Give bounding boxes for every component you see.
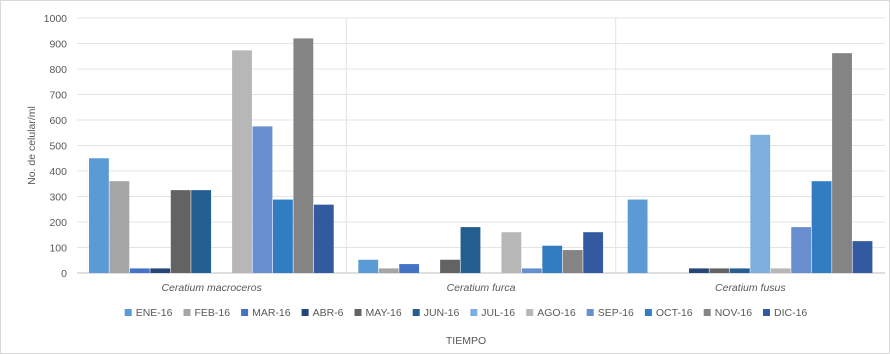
legend-swatch bbox=[586, 309, 594, 316]
legend-label: NOV-16 bbox=[715, 307, 753, 319]
y-tick-label: 300 bbox=[49, 192, 67, 204]
y-tick-label: 800 bbox=[49, 64, 67, 76]
bar bbox=[89, 158, 109, 273]
bar bbox=[460, 227, 481, 273]
legend-label: DIC-16 bbox=[774, 307, 807, 319]
gridlines bbox=[77, 17, 885, 274]
y-tick-label: 0 bbox=[61, 268, 67, 280]
bar bbox=[252, 126, 273, 274]
legend-swatch bbox=[183, 309, 191, 316]
bar bbox=[358, 259, 379, 273]
bar bbox=[378, 268, 399, 273]
bar bbox=[542, 245, 563, 273]
bar bbox=[150, 268, 171, 273]
bar bbox=[399, 264, 420, 273]
category-label: Ceratium furca bbox=[447, 282, 516, 294]
bar bbox=[232, 50, 252, 273]
legend-swatch bbox=[470, 309, 478, 316]
bar bbox=[109, 181, 130, 273]
y-tick-label: 200 bbox=[49, 217, 67, 229]
bar bbox=[627, 199, 648, 273]
legend-label: AGO-16 bbox=[537, 307, 576, 319]
bar bbox=[689, 268, 709, 273]
bar bbox=[501, 232, 522, 273]
bar bbox=[440, 259, 460, 273]
bar bbox=[729, 268, 750, 273]
legend-label: MAY-16 bbox=[366, 307, 402, 319]
legend-swatch bbox=[124, 309, 132, 316]
bar bbox=[583, 232, 604, 273]
legend-label: MAR-16 bbox=[252, 307, 291, 319]
bar bbox=[273, 199, 293, 273]
y-tick-label: 100 bbox=[49, 243, 67, 255]
legend-swatch bbox=[763, 309, 770, 316]
bar bbox=[791, 227, 812, 273]
bar bbox=[562, 250, 583, 273]
bar bbox=[811, 181, 832, 273]
bar bbox=[521, 268, 542, 273]
bar bbox=[852, 241, 873, 274]
legend-swatch bbox=[644, 309, 652, 316]
bar bbox=[832, 53, 852, 273]
y-tick-label: 600 bbox=[49, 115, 67, 127]
bar bbox=[170, 190, 191, 274]
y-tick-label: 1000 bbox=[44, 13, 68, 25]
y-tick-labels: 0 100 200 300 400 500 600 700 800 900 1000 bbox=[44, 13, 68, 280]
y-axis-title: No. de celular/ml bbox=[26, 106, 38, 185]
bar bbox=[750, 134, 771, 273]
legend-swatch bbox=[703, 309, 711, 316]
category-label: Ceratium fusus bbox=[715, 282, 786, 294]
category-label: Ceratium macroceros bbox=[161, 282, 262, 294]
y-tick-label: 500 bbox=[49, 141, 67, 153]
legend-label: JUL-16 bbox=[481, 307, 515, 319]
bars bbox=[89, 38, 873, 274]
legend-label: ENE-16 bbox=[136, 307, 173, 319]
y-tick-label: 400 bbox=[49, 166, 67, 178]
legend-swatch bbox=[241, 309, 249, 316]
legend: ENE-16 FEB-16 MAR-16 ABR-6 MAY-16 JUN-16 JUL-1… bbox=[124, 307, 807, 319]
bar bbox=[293, 38, 314, 274]
bar bbox=[191, 190, 212, 274]
legend-label: ABR-6 bbox=[313, 307, 344, 319]
x-axis-title: TIEMPO bbox=[446, 335, 486, 347]
legend-label: JUN-16 bbox=[424, 307, 460, 319]
bar bbox=[129, 268, 150, 273]
bar bbox=[770, 268, 791, 273]
legend-swatch bbox=[354, 309, 362, 316]
legend-swatch bbox=[526, 309, 534, 316]
legend-label: OCT-16 bbox=[656, 307, 693, 319]
y-tick-label: 700 bbox=[49, 90, 67, 102]
bar bbox=[313, 204, 334, 273]
bar bbox=[709, 268, 730, 273]
legend-swatch bbox=[412, 309, 420, 316]
legend-label: FEB-16 bbox=[195, 307, 231, 319]
legend-swatch bbox=[301, 309, 309, 316]
legend-label: SEP-16 bbox=[598, 307, 634, 319]
category-labels: Ceratium macroceros Ceratium furca Ceratiu… bbox=[161, 282, 786, 294]
y-tick-label: 900 bbox=[49, 39, 67, 51]
